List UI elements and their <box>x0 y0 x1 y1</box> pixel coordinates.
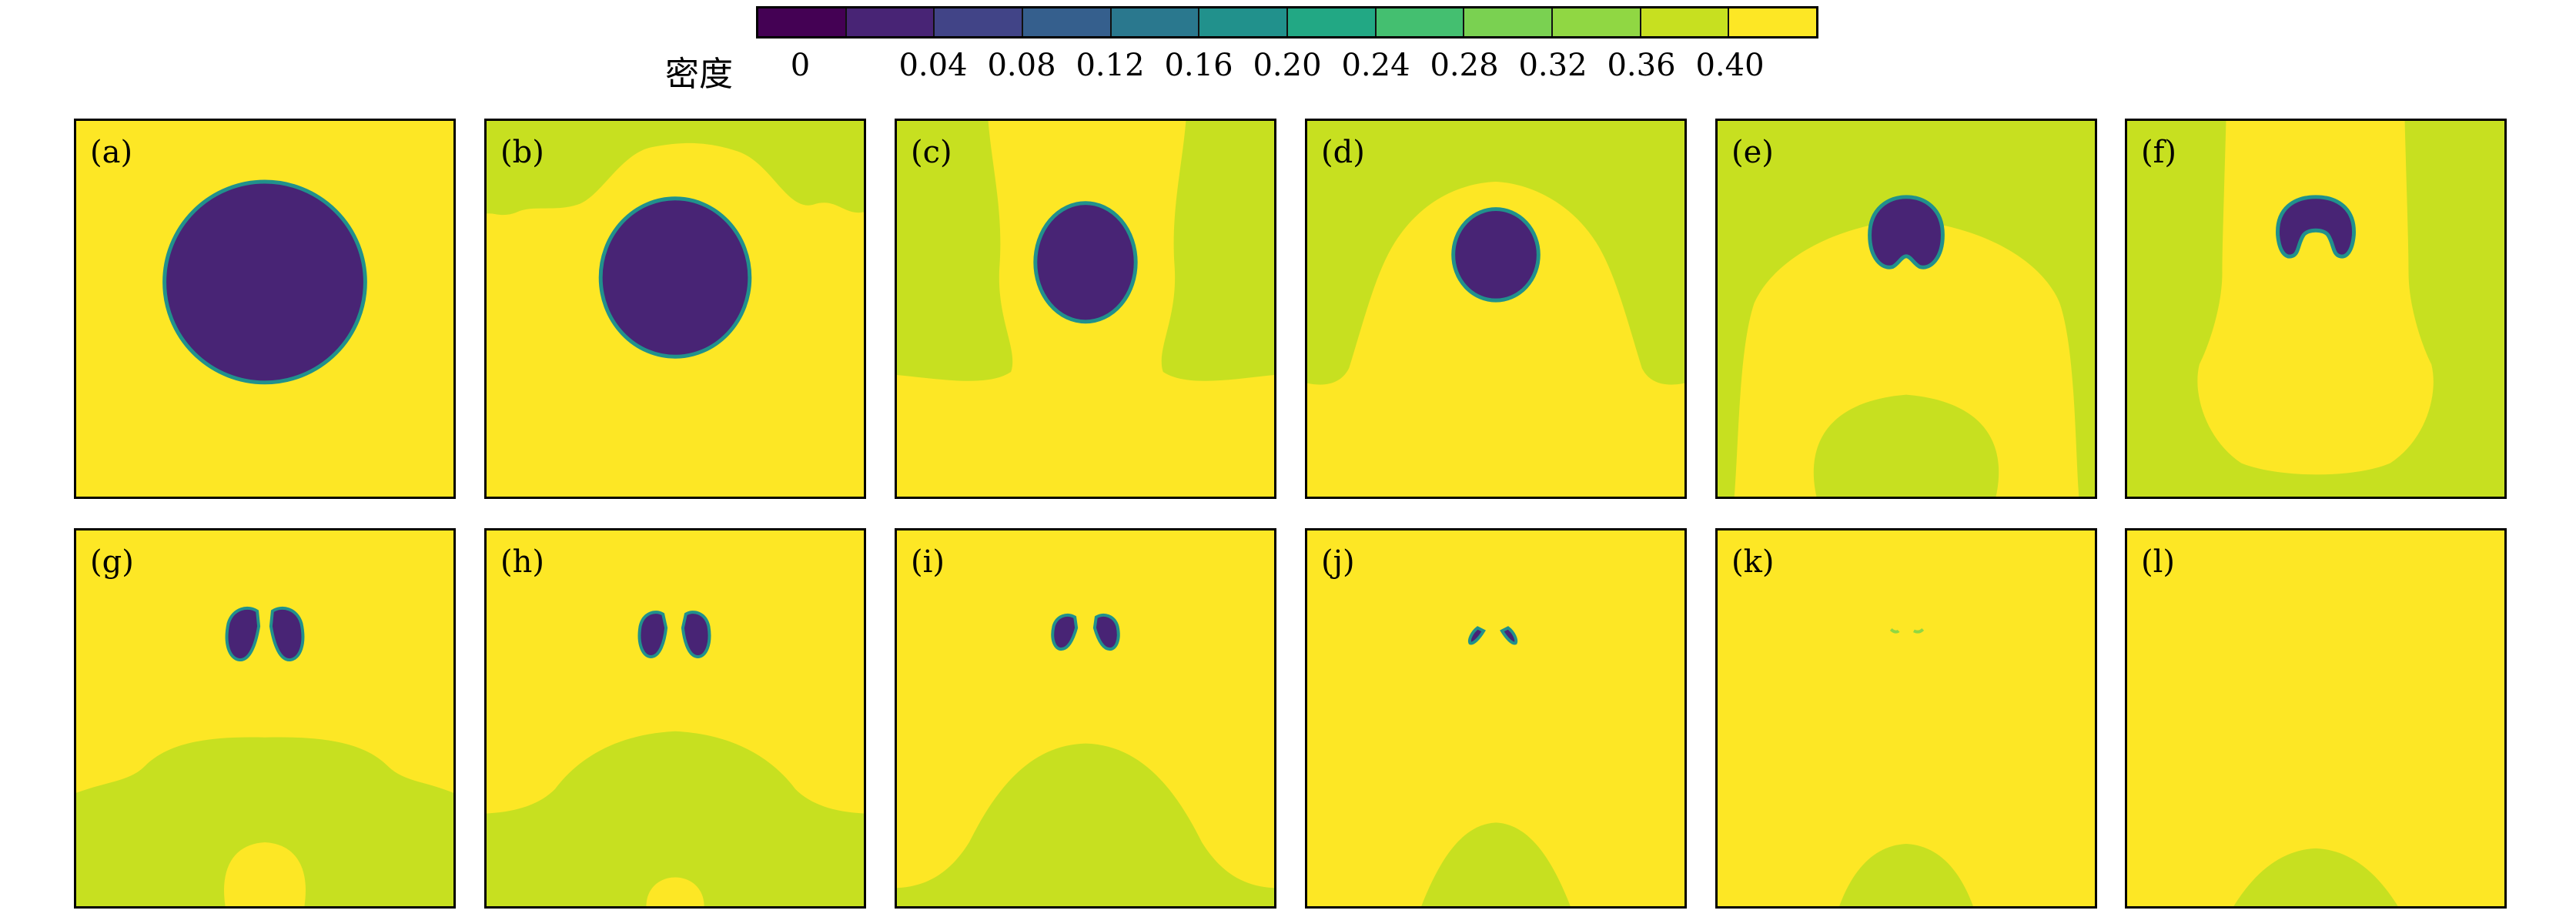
colorbar-tick-label: 0.32 <box>1518 48 1587 83</box>
colorbar-tick-label: 0.40 <box>1695 48 1765 83</box>
panel-label: (h) <box>500 544 544 580</box>
colorbar-segment <box>1639 8 1728 36</box>
panel-e: (e) <box>1715 119 2097 499</box>
panel-b: (b) <box>484 119 866 499</box>
panel-j: (j) <box>1305 528 1687 909</box>
panel-label: (f) <box>2141 135 2177 170</box>
colorbar-segment <box>1374 8 1464 36</box>
panel-label: (g) <box>90 544 134 580</box>
colorbar-segment <box>758 8 845 36</box>
colorbar <box>756 6 1818 38</box>
panel-a: (a) <box>74 119 456 499</box>
colorbar-segment <box>1286 8 1375 36</box>
colorbar-tick-label: 0.12 <box>1076 48 1145 83</box>
panel-label: (k) <box>1731 544 1775 580</box>
panel-g-field <box>76 530 453 906</box>
colorbar-segment <box>1463 8 1552 36</box>
panel-label: (b) <box>500 135 544 170</box>
colorbar-tick-label: 0.08 <box>987 48 1056 83</box>
panel-label: (j) <box>1321 544 1355 580</box>
panel-i: (i) <box>895 528 1276 909</box>
panel-e-field <box>1718 121 2095 497</box>
panel-l-field <box>2127 530 2504 906</box>
panel-d: (d) <box>1305 119 1687 499</box>
panel-k-field <box>1718 530 2095 906</box>
colorbar-tick-label: 0.16 <box>1164 48 1233 83</box>
colorbar-label: 密度 <box>665 55 733 94</box>
panel-i-field <box>897 530 1274 906</box>
panel-label: (e) <box>1731 135 1774 170</box>
colorbar-segment <box>1198 8 1287 36</box>
panel-label: (a) <box>90 135 133 170</box>
colorbar-tick-label: 0.04 <box>898 48 968 83</box>
panel-label: (l) <box>2141 544 2176 580</box>
colorbar-tick-label: 0.36 <box>1607 48 1676 83</box>
colorbar-tick-label: 0.20 <box>1253 48 1322 83</box>
colorbar-segment <box>933 8 1022 36</box>
colorbar-segment <box>1022 8 1110 36</box>
panel-c: (c) <box>895 119 1276 499</box>
panel-l: (l) <box>2125 528 2507 909</box>
colorbar-segment <box>1551 8 1640 36</box>
colorbar-tick-label: 0.28 <box>1430 48 1499 83</box>
panel-b-field <box>487 121 864 497</box>
panel-f-field <box>2127 121 2504 497</box>
panel-a-field <box>76 121 453 497</box>
panel-h-field <box>487 530 864 906</box>
panel-label: (c) <box>911 135 952 170</box>
colorbar-segment <box>845 8 934 36</box>
colorbar-segment <box>1109 8 1199 36</box>
panel-g: (g) <box>74 528 456 909</box>
colorbar-tick-label: 0 <box>790 48 811 83</box>
panel-h: (h) <box>484 528 866 909</box>
colorbar-tick-label: 0.24 <box>1341 48 1410 83</box>
panel-c-field <box>897 121 1274 497</box>
colorbar-segment <box>1728 8 1817 36</box>
panel-f: (f) <box>2125 119 2507 499</box>
panel-j-field <box>1307 530 1684 906</box>
panel-label: (i) <box>911 544 945 580</box>
panel-k: (k) <box>1715 528 2097 909</box>
panel-label: (d) <box>1321 135 1365 170</box>
panel-d-field <box>1307 121 1684 497</box>
